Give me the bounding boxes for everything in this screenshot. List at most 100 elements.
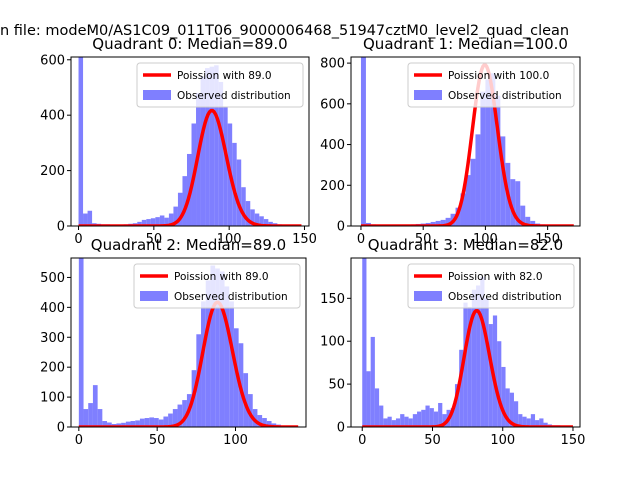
histogram-bar <box>224 286 230 427</box>
legend-hist-swatch <box>143 90 171 100</box>
histogram-bar <box>168 213 174 226</box>
panel-quadrant-2: 0 50 100 0 100 200 300 400 500 Quadrant 2: Median… <box>40 236 307 448</box>
legend-box <box>136 62 304 108</box>
y-tick-label: 200 <box>40 361 65 376</box>
histogram-bar <box>229 301 234 427</box>
histogram-bar <box>92 385 98 427</box>
histogram-bar <box>163 416 169 427</box>
histogram-bar <box>241 187 246 226</box>
histogram-bar <box>480 91 486 226</box>
y-tick-label: 100 <box>320 335 345 350</box>
x-tick-label: 100 <box>217 232 242 247</box>
histogram-bar <box>530 220 536 226</box>
legend-curve-label: Poission with 89.0 <box>177 70 272 82</box>
histogram-bar <box>168 413 173 427</box>
histogram-bar <box>360 57 366 226</box>
histogram-bar <box>155 217 160 226</box>
x-tick-label: 50 <box>424 433 441 448</box>
legend-hist-label: Observed distribution <box>448 291 562 303</box>
x-tick-label: 0 <box>357 232 365 247</box>
panel-quadrant-1: 0 50 100 150 0 200 400 600 800 Quadrant 1: Median… <box>320 35 581 247</box>
histogram-bar <box>248 394 253 427</box>
histogram-bar <box>263 219 269 226</box>
histogram-bar <box>526 418 531 427</box>
x-tick-label: 100 <box>490 433 515 448</box>
histogram-bar <box>252 409 258 427</box>
y-tick-label: 200 <box>40 164 65 179</box>
suptitle: n file: modeM0/AS1C09_011T06_9000006468_… <box>0 23 569 39</box>
histogram-bar <box>539 418 544 427</box>
histogram-bar <box>254 213 260 226</box>
x-tick-label: 150 <box>561 433 586 448</box>
histogram-bar <box>164 217 169 226</box>
histogram-bar <box>412 414 418 427</box>
histogram-bar <box>218 81 224 226</box>
histogram-bar <box>530 414 536 427</box>
x-tick-label: 0 <box>74 232 82 247</box>
panel-title: Quadrant 3: Median=82.0 <box>368 236 563 254</box>
y-tick-label: 400 <box>40 301 65 316</box>
histogram-bar <box>121 422 126 427</box>
legend-curve-label: Poission with 100.0 <box>448 70 549 82</box>
y-tick-label: 150 <box>320 292 345 307</box>
histogram-bar <box>485 79 491 226</box>
histogram-bar <box>488 324 493 427</box>
histogram-bar <box>116 423 122 427</box>
histogram-bar <box>210 265 216 427</box>
y-tick-label: 50 <box>328 378 345 393</box>
legend-box <box>133 263 301 309</box>
legend-curve-label: Poission with 82.0 <box>448 271 543 283</box>
histogram-bar <box>83 409 89 427</box>
histogram-bar <box>518 414 523 427</box>
y-tick-label: 600 <box>320 97 345 112</box>
axes-frame <box>70 56 310 227</box>
legend-hist-label: Observed distribution <box>448 90 562 102</box>
histogram-bar <box>379 405 384 427</box>
histogram-bar <box>442 414 447 427</box>
histogram-bar <box>149 417 155 427</box>
histogram-bar <box>200 76 206 226</box>
legend-hist-label: Observed distribution <box>174 291 288 303</box>
y-tick-label: 100 <box>40 391 65 406</box>
axes-frame <box>70 257 307 428</box>
legend-hist-swatch <box>414 90 442 100</box>
histogram-bar <box>137 221 142 226</box>
x-tick-label: 150 <box>535 232 560 247</box>
histogram-bars <box>362 258 565 427</box>
histogram-bar <box>250 209 255 226</box>
x-tick-label: 50 <box>415 232 432 247</box>
histogram-bar <box>173 206 178 226</box>
histogram-bar <box>509 392 514 427</box>
x-tick-label: 100 <box>223 433 248 448</box>
histogram-bar <box>470 158 476 226</box>
histogram-bar <box>205 280 211 427</box>
poisson-curve <box>78 300 299 427</box>
histogram-bar <box>501 366 506 427</box>
histogram-bar <box>177 404 183 427</box>
histogram-bar <box>421 409 426 427</box>
y-tick-label: 0 <box>337 220 345 235</box>
histogram-bar <box>465 175 471 226</box>
histogram-bar <box>233 328 239 427</box>
histogram-bar <box>87 210 93 226</box>
axes-frame <box>350 257 581 428</box>
histogram-bar <box>408 418 413 427</box>
histogram-bar <box>417 411 422 427</box>
histogram-bar <box>259 216 264 226</box>
panel-title: Quadrant 1: Median=100.0 <box>363 35 568 53</box>
histogram-bar <box>438 402 443 427</box>
legend-box <box>407 263 575 309</box>
histogram-bar <box>471 289 477 427</box>
histogram-bar <box>460 193 466 226</box>
histogram-bar <box>78 258 84 427</box>
histogram-bar <box>400 414 405 427</box>
panel-title: Quadrant 0: Median=89.0 <box>92 35 287 53</box>
axes-frame <box>350 56 581 227</box>
histogram-bar <box>130 421 136 427</box>
panel-quadrant-3: 0 50 100 150 0 50 100 150 Quadrant 3: Median=82.… <box>320 236 585 448</box>
histogram-bar <box>513 401 519 427</box>
y-tick-label: 0 <box>57 421 65 436</box>
histogram-bar <box>484 298 489 427</box>
histogram-bar <box>476 285 481 427</box>
